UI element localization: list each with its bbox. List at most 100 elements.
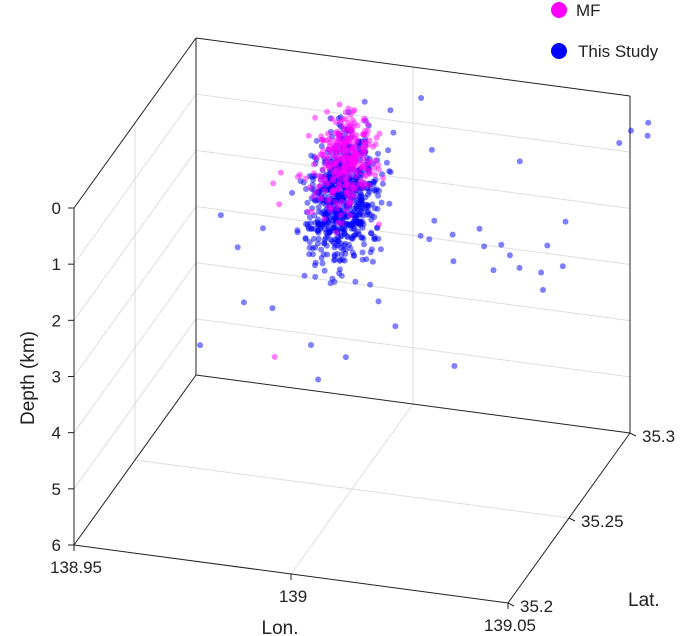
point-this-study-cluster-439 (341, 230, 348, 237)
point-mf-cluster-30 (346, 212, 353, 219)
point-this-study-cluster-466 (318, 143, 325, 150)
point-this-study-32 (428, 146, 435, 153)
point-mf-cluster-289 (310, 170, 317, 177)
z-tick-label-2: 2 (52, 311, 61, 330)
point-this-study-cluster-517 (350, 252, 357, 259)
y-tick-label-0: 35.2 (520, 597, 553, 616)
point-mf-cluster-94 (372, 141, 379, 148)
z-axis-label: Depth (km) (18, 331, 39, 425)
point-mf-cluster-250 (362, 148, 369, 155)
point-this-study-13 (516, 158, 523, 165)
grid-line-back-depth-3 (195, 206, 631, 265)
point-this-study-cluster-289 (321, 267, 328, 274)
point-this-study-cluster-691 (350, 225, 357, 232)
point-mf-cluster-137 (353, 132, 360, 139)
point-this-study-cluster-552 (365, 208, 372, 215)
point-this-study-cluster-522 (383, 159, 390, 166)
point-mf-cluster-220 (326, 196, 333, 203)
point-mf-cluster-262 (342, 155, 349, 161)
point-this-study-cluster-534 (344, 220, 351, 227)
grid-line-back-depth-1 (195, 93, 631, 153)
point-mf-cluster-295 (365, 158, 372, 165)
x-tick-label-1: 139 (279, 587, 307, 606)
point-mf-cluster-268 (320, 173, 327, 180)
point-this-study-14 (544, 242, 551, 249)
point-this-study-cluster-592 (357, 219, 364, 225)
point-this-study-cluster-683 (323, 242, 330, 249)
grid-line-side-depth-5 (73, 318, 197, 490)
point-this-study-cluster-292 (341, 257, 348, 264)
point-this-study-cluster-477 (310, 235, 317, 242)
box-edge-8 (195, 37, 631, 97)
point-mf-cluster-292 (338, 138, 345, 145)
point-this-study-10 (315, 376, 322, 383)
y-axis-label: Lat. (628, 590, 660, 611)
point-mf-cluster-281 (363, 131, 370, 138)
point-this-study-5 (538, 269, 545, 276)
point-mf-cluster-11 (305, 132, 312, 139)
x-axis-label: Lon. (262, 618, 299, 636)
point-mf-cluster-111 (316, 195, 323, 202)
point-mf-cluster-237 (363, 173, 369, 179)
point-mf-cluster-134 (310, 193, 317, 200)
legend: MF This Study (551, 1, 659, 61)
point-this-study-3 (417, 232, 424, 239)
point-mf-cluster-44 (342, 208, 349, 214)
point-this-study-cluster-398 (312, 273, 319, 280)
point-this-study-cluster-699 (359, 256, 366, 263)
grid-line-floor-lat-1 (134, 459, 570, 519)
point-mf-cluster-263 (342, 109, 349, 116)
point-this-study-cluster-643 (372, 176, 379, 183)
point-this-study-cluster-623 (352, 215, 359, 221)
point-this-study-cluster-253 (302, 235, 309, 242)
point-this-study-31 (418, 95, 425, 101)
point-this-study-cluster-435 (365, 191, 372, 198)
point-this-study-cluster-692 (324, 230, 331, 237)
point-mf-cluster-29 (373, 134, 380, 141)
x-tick-label-0: 138.95 (50, 558, 102, 577)
y-tick-label-2: 35.3 (642, 427, 675, 446)
grid-lines (73, 67, 631, 575)
point-mf-cluster-227 (332, 150, 339, 157)
point-mf-cluster-217 (310, 161, 317, 168)
point-this-study-cluster-674 (371, 233, 378, 240)
point-this-study-24 (197, 342, 204, 349)
point-this-study-cluster-188 (375, 150, 381, 157)
point-mf-cluster-291 (335, 182, 342, 188)
point-this-study-37 (559, 263, 566, 270)
z-tick-label-4: 4 (52, 424, 61, 443)
point-this-study-cluster-549 (336, 270, 343, 277)
point-this-study-cluster-241 (327, 280, 334, 287)
point-this-study-cluster-344 (379, 180, 386, 187)
box-edge-2 (195, 374, 631, 434)
point-mf-1 (276, 201, 283, 208)
point-this-study-25 (240, 299, 247, 306)
y-tick-label-1: 35.25 (581, 512, 624, 531)
point-this-study-cluster-486 (313, 137, 320, 144)
point-this-study-16 (217, 212, 224, 219)
point-mf-cluster-223 (357, 177, 364, 184)
point-this-study-cluster-291 (378, 199, 385, 206)
point-this-study-1 (431, 217, 438, 224)
point-this-study-cluster-671 (321, 226, 328, 233)
point-this-study-4 (498, 241, 505, 248)
data-points (197, 95, 652, 383)
point-mf-cluster-96 (372, 171, 379, 178)
point-this-study-17 (234, 244, 241, 251)
point-this-study-cluster-646 (338, 251, 345, 258)
point-this-study-cluster-336 (377, 246, 384, 253)
point-this-study-cluster-484 (367, 281, 374, 288)
point-mf-cluster-266 (344, 188, 350, 195)
point-mf-cluster-221 (375, 161, 382, 168)
point-this-study-22 (645, 119, 652, 126)
point-mf-cluster-10 (312, 114, 319, 121)
point-mf-cluster-269 (344, 126, 351, 133)
point-mf-0 (271, 353, 278, 360)
z-tick-label-1: 1 (52, 255, 61, 274)
point-this-study-cluster-539 (331, 253, 338, 260)
point-mf-cluster-178 (304, 208, 311, 215)
point-this-study-cluster-668 (314, 219, 321, 226)
